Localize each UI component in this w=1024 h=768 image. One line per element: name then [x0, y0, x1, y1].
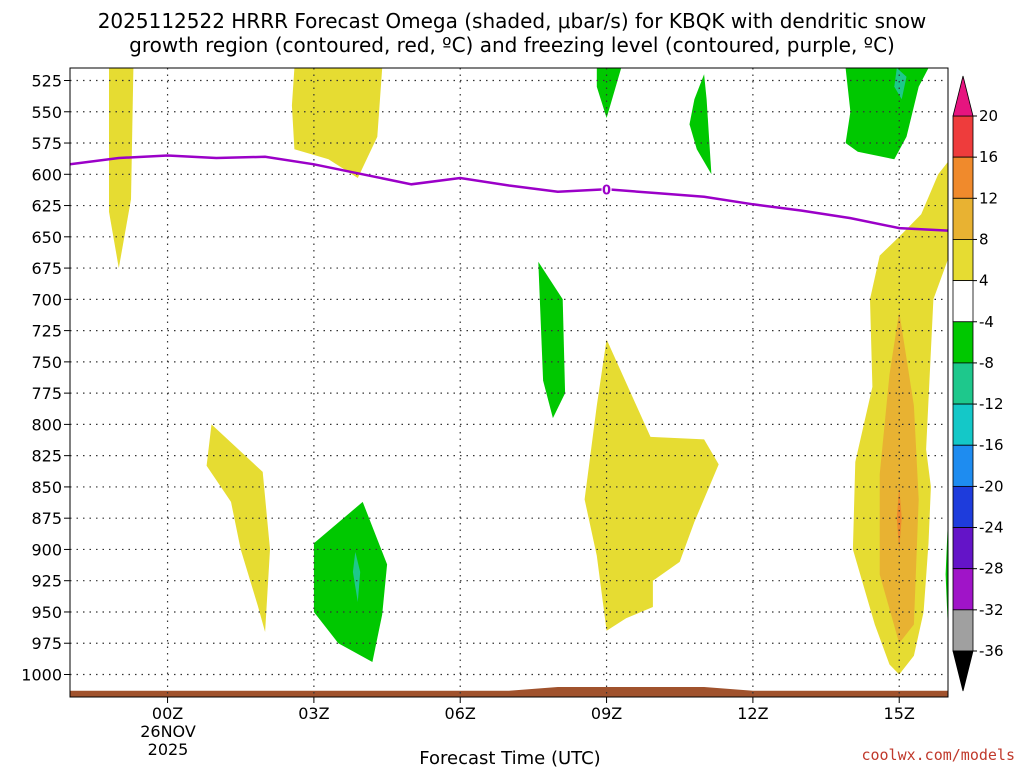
colorbar-label: 4: [979, 272, 989, 290]
colorbar-bin: [952, 239, 974, 282]
omega-region-4_8-3: [584, 339, 719, 631]
x-axis-label: Forecast Time (UTC): [419, 748, 600, 768]
y-tick-label: 1000: [21, 665, 62, 684]
y-tick-label: 550: [31, 103, 62, 122]
y-tick-label: 650: [31, 228, 62, 247]
colorbar-bin: [952, 444, 974, 487]
y-tick-label: 525: [31, 72, 62, 91]
colorbar-label: 8: [979, 230, 989, 248]
y-tick-label: 725: [31, 322, 62, 341]
colorbar-label: -12: [979, 395, 1004, 413]
plot-area: 0: [70, 68, 948, 697]
x-tick-label: 12Z: [737, 704, 768, 723]
omega-region-4_8-2: [206, 424, 270, 632]
x-tick-label: 09Z: [591, 704, 622, 723]
chart-title-line-1: 2025112522 HRRR Forecast Omega (shaded, …: [98, 9, 927, 33]
y-tick-label: 600: [31, 165, 62, 184]
colorbar-label: -16: [979, 436, 1004, 454]
x-tick-label: 00Z: [152, 704, 183, 723]
colorbar-label: -20: [979, 477, 1004, 495]
plot-inner: 0: [70, 68, 948, 697]
omega-region-12_16-6: [896, 486, 902, 550]
y-tick-label: 975: [31, 634, 62, 653]
colorbar-bin: [952, 280, 974, 323]
colorbar: 20 16 12 8 4 -4 -8 -12 -16 -20 -24 -28 -32 -36: [952, 75, 1004, 692]
omega-region-neg4_neg8-7: [596, 68, 622, 118]
colorbar-bin: [952, 403, 974, 446]
freezing-level-label-bg: [601, 181, 612, 196]
freezing-level-label: 0: [602, 183, 611, 198]
omega-region-neg4_neg8-12: [945, 518, 948, 631]
colorbar-label: -28: [979, 560, 1004, 578]
colorbar-label: 20: [979, 107, 998, 125]
colorbar-bin: [952, 485, 974, 528]
y-tick-label: 850: [31, 478, 62, 497]
y-tick-label: 675: [31, 259, 62, 278]
x-tick-label: 15Z: [884, 704, 915, 723]
y-tick-label: 875: [31, 509, 62, 528]
y-tick-label: 950: [31, 603, 62, 622]
plot-frame: [69, 67, 949, 698]
y-tick-label: 925: [31, 572, 62, 591]
colorbar-label: -8: [979, 354, 994, 372]
colorbar-bottom-arrow: [952, 650, 974, 692]
chart-title-line-2: growth region (contoured, red, ºC) and f…: [129, 33, 895, 57]
colorbar-label: 12: [979, 189, 998, 207]
y-tick-label: 700: [31, 290, 62, 309]
ground-surface: [70, 687, 948, 697]
axes: 525 550 575 600 625 650 675 700 725 750 775 800 825 8…: [21, 67, 949, 723]
colorbar-label: -24: [979, 519, 1004, 537]
colorbar-bin: [952, 609, 974, 652]
omega-region-neg8_neg12-13: [352, 551, 361, 602]
omega-region-neg8_neg12-14: [894, 68, 907, 100]
colorbar-bin: [952, 115, 974, 158]
colorbar-bin: [952, 156, 974, 199]
credit-text: coolwx.com/models: [861, 746, 1015, 764]
colorbar-label: -36: [979, 642, 1004, 660]
colorbar-bin: [952, 321, 974, 364]
colorbar-bin: [952, 527, 974, 570]
x-tick-label: 06Z: [445, 704, 476, 723]
y-tick-label: 800: [31, 415, 62, 434]
colorbar-bin: [952, 362, 974, 405]
colorbar-label: -32: [979, 601, 1004, 619]
colorbar-top-arrow: [952, 75, 974, 117]
omega-region-neg4_neg8-8: [689, 74, 712, 175]
y-tick-label: 900: [31, 540, 62, 559]
omega-region-neg4_neg8-10: [845, 68, 929, 160]
colorbar-bin: [952, 197, 974, 240]
colorbar-label: 16: [979, 148, 998, 166]
x-date-day: 26NOV: [140, 722, 196, 741]
y-tick-label: 750: [31, 353, 62, 372]
y-tick-label: 775: [31, 384, 62, 403]
omega-region-4_8-0: [109, 68, 134, 269]
y-tick-label: 825: [31, 447, 62, 466]
colorbar-bin: [952, 568, 974, 611]
freezing-level-line: [70, 154, 948, 232]
omega-region-4_8-1: [291, 68, 383, 178]
omega-region-neg4_neg8-11: [313, 501, 388, 662]
y-tick-label: 625: [31, 197, 62, 216]
x-tick-label: 03Z: [298, 704, 329, 723]
x-date-year: 2025: [148, 740, 189, 759]
y-tick-label: 575: [31, 134, 62, 153]
omega-region-neg4_neg8-9: [538, 261, 566, 419]
colorbar-label: -4: [979, 313, 994, 331]
